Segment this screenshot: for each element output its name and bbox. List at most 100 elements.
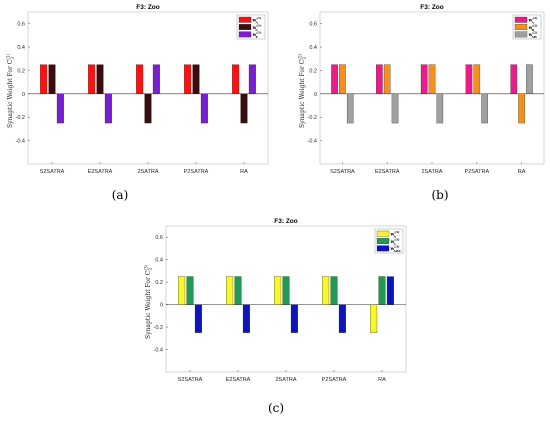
- legend: w(2) Aw(2) Bw(2) AB: [512, 14, 542, 40]
- x-tick-label: RA: [240, 169, 248, 175]
- bar: [152, 64, 160, 94]
- legend-swatch: [514, 24, 528, 30]
- bar: [144, 93, 152, 124]
- legend-swatch: [238, 24, 252, 30]
- bar: [376, 64, 383, 94]
- bar: [465, 64, 473, 94]
- bar: [194, 304, 202, 333]
- y-tick-label: -0.2: [16, 115, 25, 121]
- bar: [436, 93, 444, 124]
- legend-swatch: [238, 31, 252, 38]
- chart-title: F3: Zoo: [274, 218, 297, 225]
- x-tick-label: E2SATRA: [88, 169, 113, 175]
- panel-caption: (b): [431, 188, 448, 202]
- legend: w(3) Aw(3) Cw(3) ABC: [374, 228, 404, 254]
- legend-label: w(1) A: [252, 16, 263, 25]
- legend-label: w(2) A: [528, 16, 539, 25]
- legend-swatch: [238, 16, 252, 23]
- chart-panel-2: F3: Zoo -0.4 -0.2 0 0.2 0.4 0.6 Synaptic Weight…: [298, 4, 545, 202]
- bar: [473, 64, 481, 94]
- panel-caption: (c): [268, 401, 284, 415]
- legend-swatch: [514, 16, 528, 23]
- bar: [338, 304, 346, 333]
- y-tick-label: 0.2: [17, 68, 25, 74]
- bar: [386, 276, 394, 305]
- bar: [330, 276, 338, 305]
- y-tick-label: -0.4: [154, 348, 163, 354]
- bar: [290, 304, 298, 333]
- bar: [339, 64, 346, 94]
- bar: [526, 64, 533, 94]
- y-tick-label: 0.6: [309, 22, 317, 28]
- x-tick-label: E2SATRA: [375, 169, 400, 175]
- legend-label: w(3) C: [390, 237, 401, 246]
- bar: [420, 64, 428, 94]
- y-tick-label: 0.4: [155, 258, 163, 264]
- bar: [200, 93, 208, 124]
- chart-title: F3: Zoo: [420, 4, 443, 11]
- bar: [104, 93, 112, 124]
- legend-swatch: [514, 31, 528, 38]
- y-tick-label: 0: [314, 92, 317, 98]
- y-axis-label: Synaptic Weight For C(3)3: [144, 264, 154, 339]
- x-tick-label: RA: [378, 377, 386, 383]
- chart-title: F3: Zoo: [136, 4, 159, 11]
- bar: [481, 93, 488, 124]
- bar: [346, 93, 354, 124]
- x-tick-label: S2SATRA: [40, 169, 65, 175]
- x-tick-label: S2SATRA: [330, 169, 355, 175]
- y-tick-label: -0.2: [154, 325, 163, 331]
- legend-label: w(2) AB: [528, 31, 539, 40]
- y-tick-label: -0.4: [308, 139, 317, 145]
- legend-label: w(2) B: [528, 23, 539, 32]
- bar: [136, 64, 144, 94]
- bar: [383, 64, 391, 94]
- bar: [40, 64, 48, 94]
- legend-label: w(1) C: [252, 23, 263, 32]
- legend: w(1) Aw(1) Cw(1) E: [236, 14, 266, 40]
- panel-caption: (a): [112, 188, 129, 202]
- y-tick-label: -0.4: [16, 139, 25, 145]
- y-tick-label: 0.2: [155, 280, 163, 286]
- y-axis-label: Synaptic Weight For C(1)3: [6, 53, 16, 128]
- bar: [56, 93, 64, 124]
- legend-swatch: [376, 245, 390, 252]
- y-tick-label: 0.2: [309, 68, 317, 74]
- legend-label: w(3) ABC: [390, 245, 402, 254]
- y-tick-label: 0.4: [17, 45, 25, 51]
- chart-panel-3: F3: Zoo -0.4 -0.2 0 0.2 0.4 0.6 Synaptic Weight…: [144, 218, 407, 415]
- chart-panel-1: F3: Zoo -0.4 -0.2 0 0.2 0.4 0.6 Synaptic Weight…: [6, 4, 269, 202]
- y-tick-label: -0.2: [308, 115, 317, 121]
- bar: [178, 276, 186, 305]
- bar: [184, 64, 192, 94]
- bar: [192, 64, 200, 94]
- x-tick-label: P2SATRA: [322, 377, 347, 383]
- x-tick-label: P2SATRA: [464, 169, 489, 175]
- x-tick-label: P2SATRA: [184, 169, 209, 175]
- bar: [186, 276, 194, 305]
- bar: [48, 64, 56, 94]
- y-axis-label: Synaptic Weight For C(2)3: [298, 53, 308, 128]
- y-tick-label: 0.6: [17, 22, 25, 28]
- x-tick-label: 2SATRA: [138, 169, 159, 175]
- bar: [234, 276, 242, 305]
- bar: [322, 276, 330, 305]
- bar: [391, 93, 399, 124]
- x-tick-label: 2SATRA: [422, 169, 443, 175]
- bar: [274, 276, 282, 305]
- bar: [282, 276, 290, 305]
- x-tick-label: E2SATRA: [226, 377, 251, 383]
- y-tick-label: 0.6: [155, 235, 163, 241]
- y-tick-label: 0.4: [309, 45, 317, 51]
- legend-label: w(1) E: [252, 31, 263, 40]
- bar: [96, 64, 104, 94]
- bar: [331, 64, 338, 94]
- bar: [248, 64, 256, 94]
- bar: [378, 276, 386, 305]
- plot-area: [27, 11, 269, 165]
- legend-label: w(3) A: [390, 230, 401, 239]
- x-tick-label: S2SATRA: [178, 377, 203, 383]
- bar: [242, 304, 250, 333]
- bar: [88, 64, 96, 94]
